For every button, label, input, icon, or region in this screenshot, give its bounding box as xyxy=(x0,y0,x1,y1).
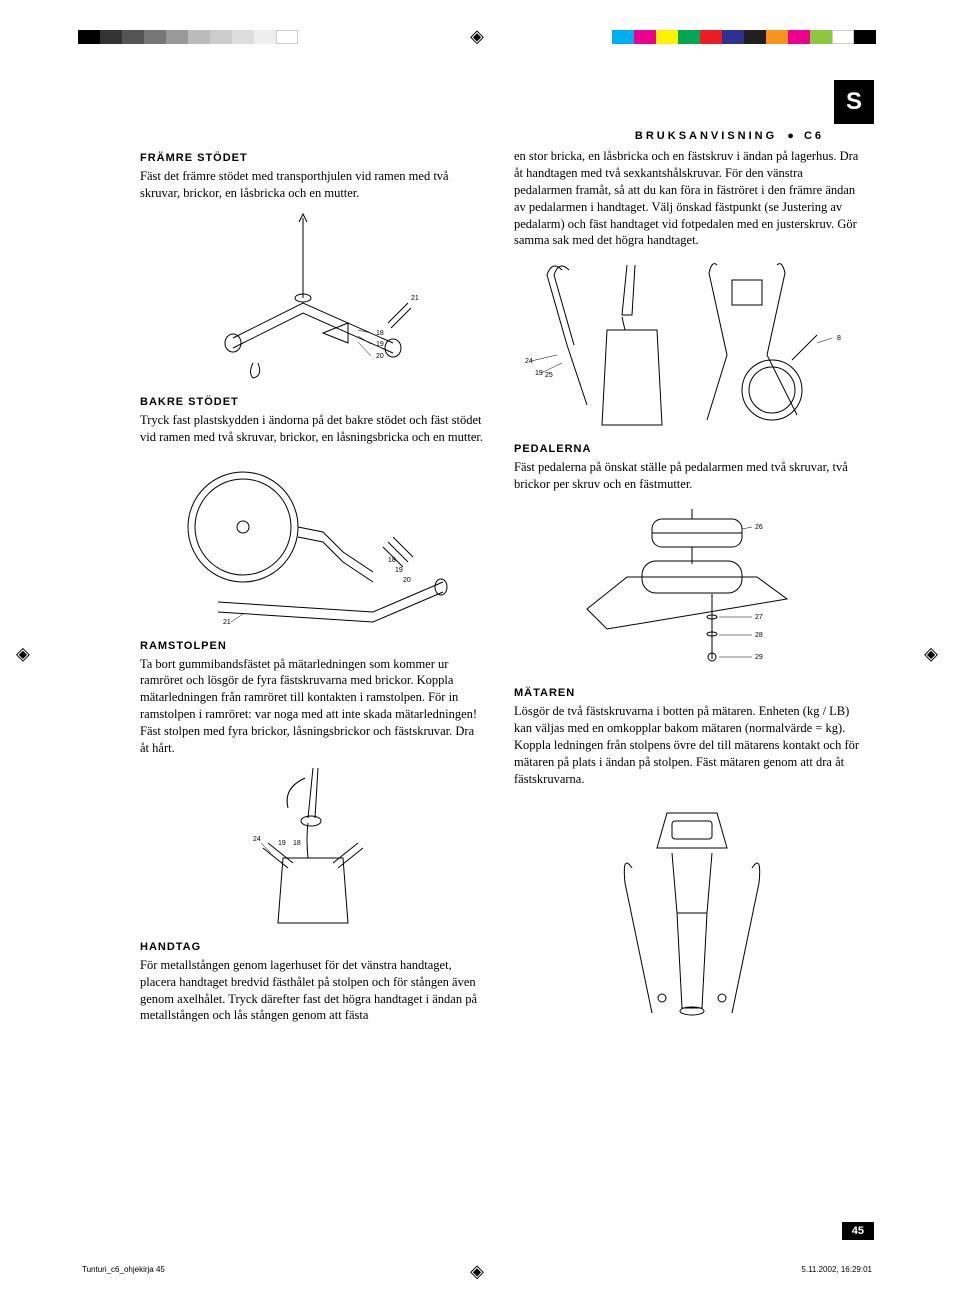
registration-mark-right: ◈ xyxy=(924,644,938,665)
fig-label: 20 xyxy=(376,353,384,360)
section-text-bakre: Tryck fast plastskydden i ändorna på det… xyxy=(140,412,486,446)
header-title: BRUKSANVISNING xyxy=(635,130,777,142)
fig-label: 21 xyxy=(411,295,419,302)
header-bullet: ● xyxy=(787,130,794,142)
print-color-bar-right xyxy=(612,30,876,44)
fig-label: 26 xyxy=(755,524,763,531)
section-title-bakre: BAKRE STÖDET xyxy=(140,396,486,408)
figure-handtag: 24 19 25 8 xyxy=(514,255,860,435)
fig-label: 18 xyxy=(376,330,384,337)
fig-label: 19 xyxy=(395,567,403,574)
fig-label: 29 xyxy=(755,654,763,661)
fig-label: 25 xyxy=(545,372,553,379)
fig-label: 8 xyxy=(837,335,841,342)
fig-label: 19 xyxy=(535,370,543,377)
fig-label: 20 xyxy=(403,577,411,584)
fig-label: 18 xyxy=(293,840,301,847)
registration-mark-top: ◈ xyxy=(470,26,484,47)
figure-pedalerna: 26 27 28 29 xyxy=(514,499,860,679)
footer-timestamp: 5.11.2002, 16:29:01 xyxy=(801,1265,872,1274)
page-content: FRÄMRE STÖDET Fäst det främre stödet med… xyxy=(140,148,860,1031)
figure-mataren xyxy=(514,793,860,1023)
fig-label: 21 xyxy=(223,619,231,626)
section-text-framre: Fäst det främre stödet med transporthjul… xyxy=(140,168,486,202)
section-title-handtag: HANDTAG xyxy=(140,941,486,953)
fig-label: 18 xyxy=(388,557,396,564)
figure-ramstolpen: 24 19 18 xyxy=(140,763,486,933)
print-color-bar-left xyxy=(78,30,298,44)
fig-label: 19 xyxy=(278,840,286,847)
registration-mark-left: ◈ xyxy=(16,644,30,665)
section-text-handtag-cont: en stor bricka, en låsbricka och en fäst… xyxy=(514,148,860,249)
section-text-ramstolpen: Ta bort gummibandsfästet på mätarledning… xyxy=(140,656,486,757)
section-text-mataren: Lösgör de två fästskruvarna i botten på … xyxy=(514,703,860,787)
fig-label: 19 xyxy=(376,341,384,348)
page-header: BRUKSANVISNING ● C6 xyxy=(635,130,824,142)
fig-label: 27 xyxy=(755,614,763,621)
header-model: C6 xyxy=(804,130,824,142)
registration-mark-bottom: ◈ xyxy=(470,1261,484,1282)
fig-label: 24 xyxy=(253,836,261,843)
figure-bakre: 18 19 20 21 xyxy=(140,452,486,632)
section-text-handtag: För metallstången genom lagerhuset för d… xyxy=(140,957,486,1025)
fig-label: 28 xyxy=(755,632,763,639)
fig-label: 24 xyxy=(525,358,533,365)
section-title-ramstolpen: RAMSTOLPEN xyxy=(140,640,486,652)
section-title-framre: FRÄMRE STÖDET xyxy=(140,152,486,164)
figure-framre: 21 18 19 20 xyxy=(140,208,486,388)
page-number: 45 xyxy=(842,1222,874,1240)
footer-filename: Tunturi_c6_ohjekirja 45 xyxy=(82,1265,165,1274)
column-right: en stor bricka, en låsbricka och en fäst… xyxy=(514,148,860,1031)
section-title-pedalerna: PEDALERNA xyxy=(514,443,860,455)
language-tab: S xyxy=(834,80,874,124)
section-text-pedalerna: Fäst pedalerna på önskat ställe på pedal… xyxy=(514,459,860,493)
section-title-mataren: MÄTAREN xyxy=(514,687,860,699)
column-left: FRÄMRE STÖDET Fäst det främre stödet med… xyxy=(140,148,486,1031)
